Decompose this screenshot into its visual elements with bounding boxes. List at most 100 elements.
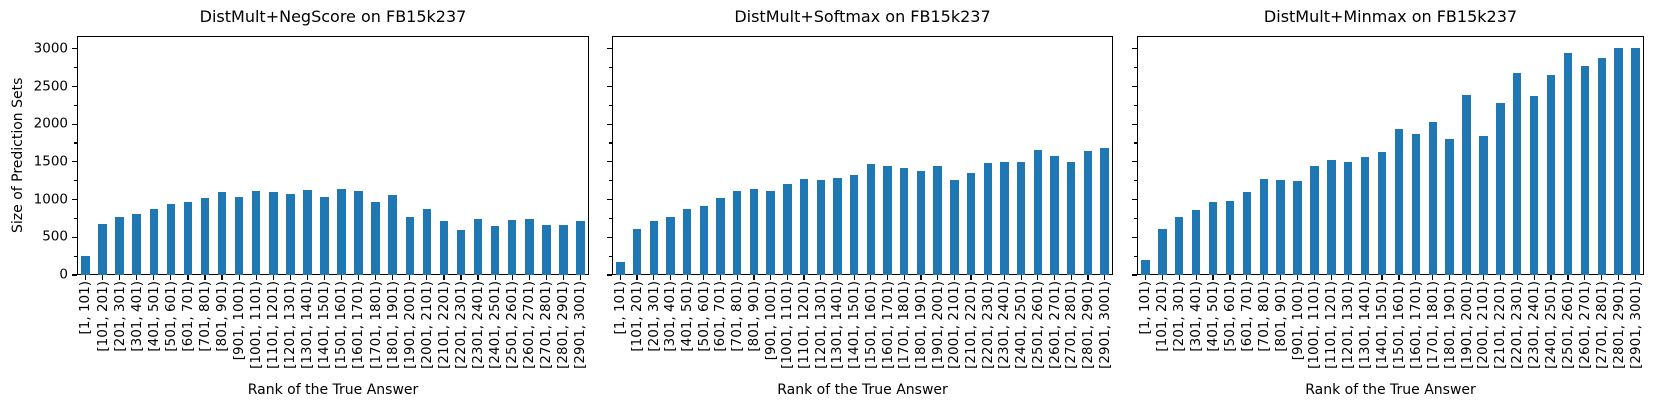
bar (115, 216, 124, 275)
x-tick-mark (1037, 275, 1039, 280)
x-tick-mark (987, 275, 989, 280)
x-tick-label: [1501, 1601) (863, 281, 880, 381)
x-tick-mark (1364, 275, 1366, 280)
y-tick-label: 0 (59, 266, 68, 283)
x-tick-label: [2001, 2101) (1475, 281, 1492, 381)
x-tick-label-text: [2401, 2501) (486, 281, 503, 369)
bar (983, 163, 992, 275)
y-tick-mark (607, 161, 612, 163)
y-tick-mark (1132, 123, 1137, 125)
x-tick-mark (426, 275, 428, 280)
bar (1293, 180, 1302, 275)
bar (849, 175, 859, 275)
x-tick-label: [501, 601) (162, 281, 179, 381)
x-tick-label-text: [1, 101) (1137, 281, 1154, 335)
bar (286, 193, 295, 275)
x-tick-label-text: [2501, 2601) (1560, 281, 1577, 369)
bar (200, 198, 210, 275)
x-tick-mark (886, 275, 889, 280)
x-tick-mark (1195, 275, 1197, 280)
x-tick-mark (170, 275, 172, 280)
x-tick-label: [2501, 2601) (1030, 281, 1047, 381)
x-tick-label: [2201, 2301) (979, 281, 996, 381)
x-tick-mark (187, 275, 189, 280)
x-tick-label-text: [301, 401) (662, 281, 679, 352)
x-tick-mark (1087, 275, 1089, 280)
y-tick-minor-mark (609, 180, 612, 182)
x-tick-label: [101, 201) (629, 281, 646, 381)
x-tick-label: [2601, 2701) (521, 281, 538, 381)
bar (217, 192, 227, 275)
bar (456, 229, 466, 275)
x-tick-label: [1301, 1401) (1357, 281, 1374, 381)
x-tick-label-text: [1801, 1901) (1441, 281, 1458, 369)
x-tick-label-text: [1801, 1901) (384, 281, 401, 369)
y-tick-mark (72, 85, 77, 88)
x-tick-label: [601, 701) (1238, 281, 1255, 381)
bar (337, 189, 346, 275)
x-tick-label-text: [1401, 1501) (316, 281, 333, 369)
x-tick-label: [1401, 1501) (846, 281, 863, 381)
x-tick-mark (1313, 275, 1316, 280)
x-tick-label: [2601, 2701) (1046, 281, 1063, 381)
x-tick-label: [401, 501) (679, 281, 696, 381)
y-tick-mark (1132, 85, 1137, 88)
x-tick-mark (1053, 275, 1056, 280)
bar (1360, 156, 1370, 275)
x-tick-label-text: [1501, 1601) (862, 281, 879, 369)
x-tick-label: [1701, 1801) (896, 281, 913, 381)
y-tick-minor-mark (74, 255, 77, 257)
x-tick-label-text: [1, 101) (612, 281, 629, 335)
x-tick-label: [2701, 2801) (1063, 281, 1080, 381)
x-tick-label: [401, 501) (1205, 281, 1222, 381)
y-tick-label: 1500 (33, 153, 68, 170)
x-tick-mark (153, 275, 155, 280)
x-tick-label: [701, 801) (729, 281, 746, 381)
x-tick-label-text: [701, 801) (196, 281, 213, 352)
x-tick-label-text: [1601, 1701) (1407, 281, 1424, 369)
chart-title-minmax: DistMult+Minmax on FB15k237 (1263, 7, 1518, 26)
x-tick-label-text: [1501, 1601) (333, 281, 350, 369)
y-tick-mark (72, 236, 77, 238)
bar (473, 218, 483, 275)
x-tick-mark (1482, 275, 1485, 280)
x-axis-label-negscore: Rank of the True Answer (247, 382, 419, 398)
x-tick-label: [2901, 3001) (1627, 281, 1644, 381)
bar (1344, 161, 1353, 275)
x-tick-label-text: [2701, 2801) (538, 281, 555, 369)
x-tick-label-text: [1001, 1101) (1306, 281, 1323, 369)
x-tick-label-text: [501, 601) (162, 281, 179, 352)
x-tick-mark (653, 275, 655, 280)
x-tick-label-text: [2601, 2701) (1576, 281, 1593, 369)
bar (251, 190, 261, 275)
bar (1242, 191, 1252, 275)
x-tick-label-text: [1601, 1701) (350, 281, 367, 369)
bar (883, 166, 892, 275)
bar (490, 225, 500, 275)
bar (649, 221, 658, 275)
x-tick-mark (136, 275, 138, 280)
x-tick-label: [501, 601) (1222, 281, 1239, 381)
x-tick-label-text: [1001, 1101) (779, 281, 796, 369)
x-tick-label-text: [901, 1001) (1289, 281, 1306, 361)
bar (1513, 73, 1522, 275)
y-tick-label: 500 (42, 228, 68, 245)
x-tick-mark (920, 275, 922, 280)
x-tick-mark (375, 275, 377, 280)
x-tick-label: [1901, 2001) (929, 281, 946, 381)
x-tick-labels-negscore: [1, 101) [101, 201) [201, 301) [301, 401) [4… (77, 281, 589, 381)
x-tick-mark (753, 275, 755, 280)
bar (1546, 74, 1556, 275)
x-tick-mark (443, 275, 445, 280)
x-tick-label: [1201, 1301) (282, 281, 299, 381)
x-tick-label-text: [301, 401) (128, 281, 145, 352)
x-tick-mark (903, 275, 905, 280)
x-tick-label: [2001, 2101) (946, 281, 963, 381)
bar (933, 165, 942, 275)
x-tick-label: [2201, 2301) (1509, 281, 1526, 381)
x-tick-mark (1584, 275, 1586, 280)
y-tick-minor-mark (609, 255, 612, 257)
x-tick-label-text: [1201, 1301) (1340, 281, 1357, 369)
x-tick-label-text: [1101, 1201) (796, 281, 812, 369)
y-tick-minor-mark (1134, 255, 1137, 257)
